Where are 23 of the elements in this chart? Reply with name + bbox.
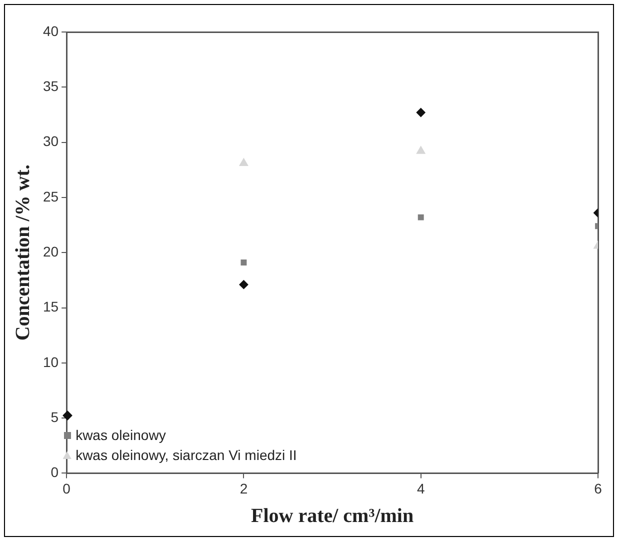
point [418,214,424,220]
point [416,108,426,118]
point [416,146,426,154]
y-tick-label: 30 [42,133,59,150]
y-tick-label: 0 [50,464,59,480]
legend-label: kwas oleinowy [76,426,166,446]
y-tick-label: 25 [42,188,59,204]
y-tick-label: 40 [42,22,59,39]
y-axis-title: Concentation /% wt. [12,164,34,341]
x-tick-label: 0 [62,480,71,496]
x-tick-label: 2 [240,480,248,496]
point [240,260,247,266]
legend-label: kwas oleinowy, siarczan Vi miedzi II [76,446,297,466]
y-tick-label: 15 [42,298,59,315]
point [239,158,248,166]
y-tick-label: 5 [50,408,59,425]
y-tick-label: 35 [42,78,59,94]
x-tick-label: 6 [594,480,602,496]
y-tick-label: 20 [42,243,59,260]
point [239,280,248,290]
y-tick-label: 10 [42,354,59,370]
x-tick-label: 4 [416,480,425,496]
x-axis-title: Flow rate/ cm³/min [250,505,414,528]
